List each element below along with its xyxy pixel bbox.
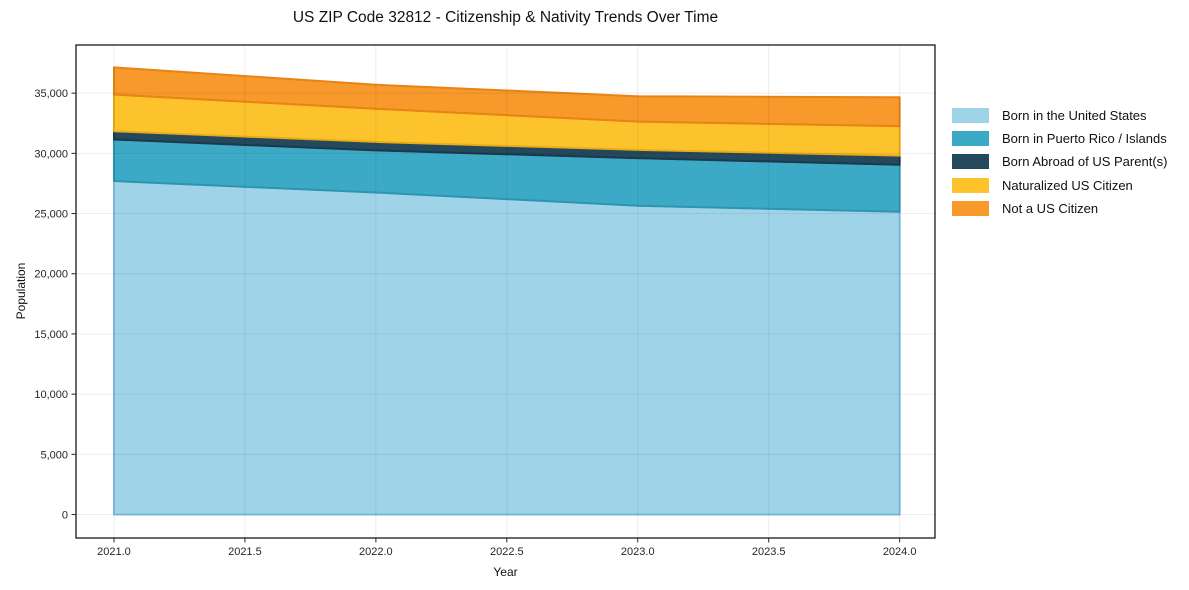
legend-label: Naturalized US Citizen [1002, 177, 1133, 193]
legend: Born in the United States Born in Puerto … [952, 104, 1167, 220]
y-tick-label: 25,000 [34, 209, 68, 221]
x-tick-label: 2022.5 [490, 546, 524, 558]
legend-label: Born Abroad of US Parent(s) [1002, 154, 1168, 170]
y-tick-label: 15,000 [34, 329, 68, 341]
y-tick-label: 5,000 [40, 449, 68, 461]
plot-frame [75, 44, 936, 539]
x-tick-label: 2021.0 [97, 546, 131, 558]
area-series-4 [112, 66, 901, 128]
legend-item: Born in the United States [952, 104, 1167, 127]
x-tick-label: 2022.0 [359, 546, 393, 558]
legend-item: Born Abroad of US Parent(s) [952, 150, 1167, 173]
legend-label: Born in the United States [1002, 108, 1147, 124]
y-tick-label: 10,000 [34, 389, 68, 401]
legend-swatch [952, 131, 989, 147]
x-tick-label: 2023.5 [752, 546, 786, 558]
legend-item: Not a US Citizen [952, 197, 1167, 220]
legend-item: Naturalized US Citizen [952, 174, 1167, 197]
legend-label: Born in Puerto Rico / Islands [1002, 131, 1167, 147]
chart-title: US ZIP Code 32812 - Citizenship & Nativi… [292, 9, 719, 26]
legend-item: Born in Puerto Rico / Islands [952, 127, 1167, 150]
x-axis-title: Year [493, 565, 518, 579]
legend-label: Not a US Citizen [1002, 200, 1099, 216]
x-tick-label: 2024.0 [883, 546, 917, 558]
legend-swatch [952, 177, 989, 193]
y-tick-label: 0 [62, 510, 68, 522]
y-tick-label: 20,000 [34, 269, 68, 281]
legend-swatch [952, 200, 989, 216]
legend-swatch [952, 108, 989, 124]
y-tick-label: 35,000 [34, 88, 68, 100]
legend-swatch [952, 154, 989, 170]
x-tick-label: 2021.5 [228, 546, 262, 558]
x-tick-label: 2023.0 [621, 546, 655, 558]
y-axis-title: Population [14, 262, 28, 320]
y-tick-label: 30,000 [34, 148, 68, 160]
